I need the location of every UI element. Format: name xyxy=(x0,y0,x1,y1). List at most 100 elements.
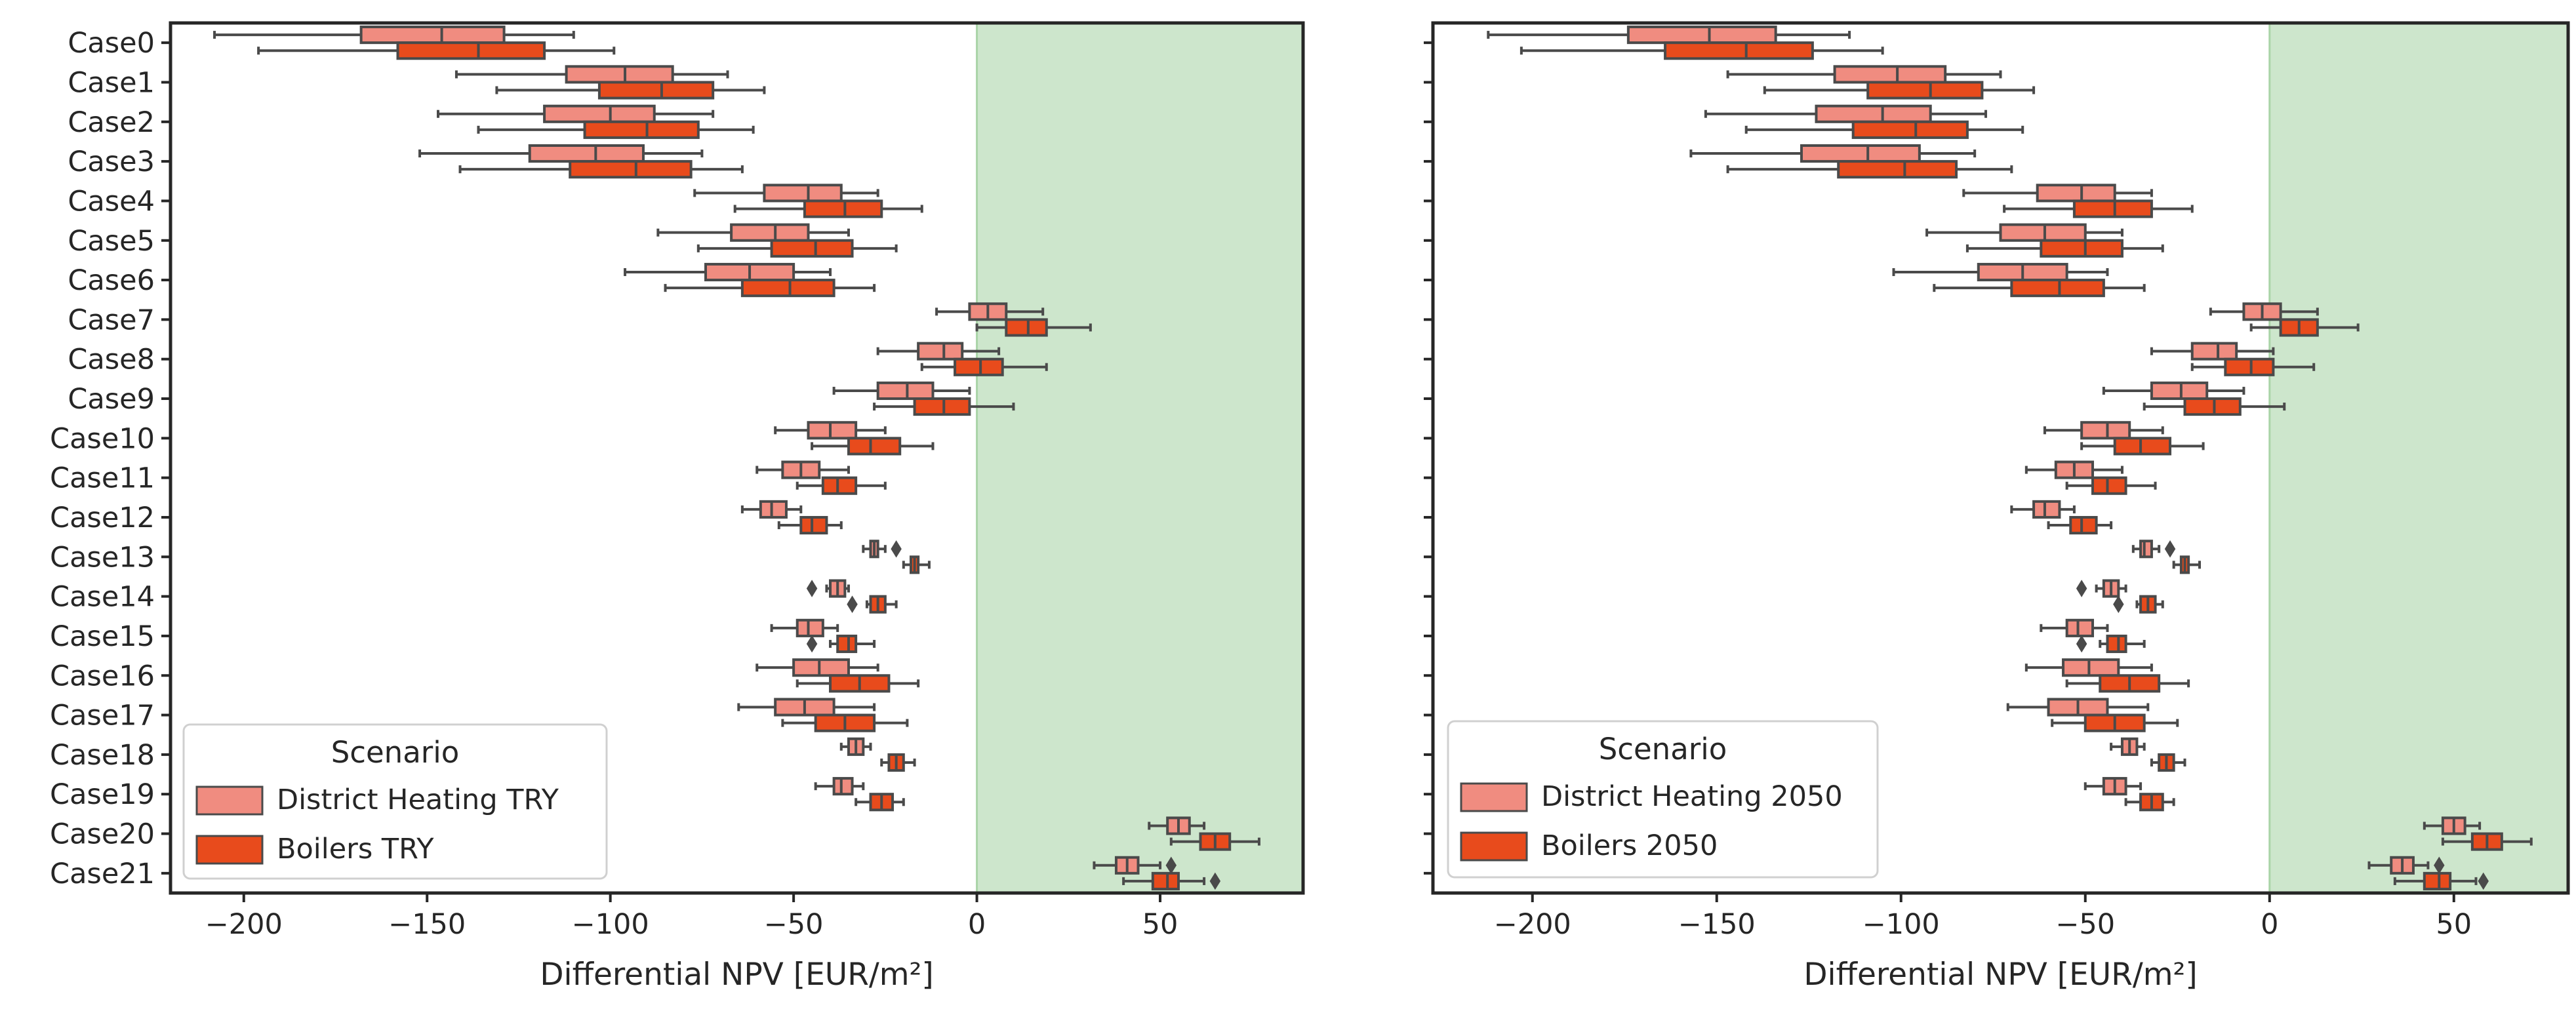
legend-title: Scenario xyxy=(331,735,460,770)
iqr-box xyxy=(917,342,964,361)
box-case11-series-1 xyxy=(795,476,887,495)
box-case14-series-0 xyxy=(806,579,850,598)
outlier-point-0 xyxy=(891,540,902,558)
series-0 xyxy=(1487,26,2482,875)
box-case15-series-0 xyxy=(770,618,839,637)
box-case21-series-0 xyxy=(2367,856,2445,875)
iqr-box xyxy=(396,41,546,60)
box-case17-series-0 xyxy=(2006,698,2150,717)
iqr-box xyxy=(2036,184,2116,203)
box-case9-series-0 xyxy=(2102,381,2245,401)
iqr-box xyxy=(954,357,1004,376)
x-tick-label: 0 xyxy=(968,908,986,941)
box-case7-series-0 xyxy=(2209,302,2319,321)
box-case3-series-0 xyxy=(1689,144,1977,163)
box-case18-series-0 xyxy=(2110,737,2146,756)
iqr-box xyxy=(876,381,935,401)
box-case8-series-0 xyxy=(876,342,1001,361)
y-tick-label: Case7 xyxy=(68,304,155,336)
x-tick-label: 0 xyxy=(2261,908,2278,941)
box-case0-series-1 xyxy=(257,41,616,60)
iqr-box xyxy=(583,120,700,139)
box-case10-series-1 xyxy=(2080,437,2205,456)
iqr-box xyxy=(759,500,788,519)
iqr-box xyxy=(2065,618,2095,637)
iqr-box xyxy=(359,26,506,45)
box-case3-series-1 xyxy=(1726,160,2013,179)
iqr-box xyxy=(1851,120,1969,139)
axes-frame xyxy=(169,21,1305,895)
legend-box xyxy=(182,723,608,880)
box-case17-series-0 xyxy=(737,698,876,717)
iqr-box xyxy=(2139,540,2153,559)
box-case19-series-0 xyxy=(814,777,865,796)
box-case19-series-1 xyxy=(2124,793,2175,812)
box-case21-series-1 xyxy=(2393,871,2489,890)
x-tick-label: −100 xyxy=(572,908,649,941)
iqr-box xyxy=(807,421,858,440)
y-tick-label: Case10 xyxy=(50,422,155,455)
box-case12-series-0 xyxy=(740,500,803,519)
iqr-box xyxy=(803,199,883,218)
x-axis-label: Differential NPV [EUR/m²] xyxy=(1803,957,2197,993)
box-case20-series-1 xyxy=(2441,832,2533,851)
series-1 xyxy=(257,41,1260,890)
box-case21-series-0 xyxy=(1093,856,1177,875)
y-tick-label: Case20 xyxy=(50,818,155,851)
iqr-box xyxy=(2224,357,2275,376)
box-case9-series-1 xyxy=(873,397,1015,416)
legend-label-0: District Heating 2050 xyxy=(1541,780,1843,813)
y-tick-label: Case1 xyxy=(68,66,155,99)
x-tick-label: −50 xyxy=(2055,908,2115,941)
box-case13-series-1 xyxy=(2172,555,2201,574)
box-case17-series-1 xyxy=(2051,713,2179,732)
iqr-box xyxy=(730,223,810,242)
axes-frame xyxy=(1431,21,2570,895)
box-case1-series-0 xyxy=(1726,65,2002,84)
box-case16-series-1 xyxy=(795,674,920,693)
iqr-box xyxy=(2423,871,2452,890)
box-case15-series-1 xyxy=(806,634,876,654)
series-1 xyxy=(1519,41,2533,890)
iqr-box xyxy=(1005,318,1048,337)
box-case15-series-0 xyxy=(2040,618,2109,637)
chart-panel-district-heating-2050: −200 −150 −100 −50 0 50 Differential NPV [EUR/… xyxy=(1424,21,2570,993)
iqr-box xyxy=(2183,397,2242,416)
outlier-point-0 xyxy=(2434,856,2445,875)
box-case18-series-0 xyxy=(839,737,872,756)
box-case14-series-0 xyxy=(2076,579,2127,598)
iqr-box xyxy=(2106,634,2127,654)
iqr-box xyxy=(1815,104,1932,123)
box-case18-series-1 xyxy=(2150,753,2186,772)
box-case7-series-1 xyxy=(975,318,1092,337)
x-tick-label: 50 xyxy=(2436,908,2472,941)
legend-box xyxy=(1447,720,1879,879)
box-case13-series-1 xyxy=(902,555,931,574)
iqr-box xyxy=(1151,871,1180,890)
box-case20-series-0 xyxy=(2423,816,2482,835)
iqr-box xyxy=(1837,160,1958,179)
y-tick-label: Case12 xyxy=(50,502,155,534)
box-case20-series-0 xyxy=(1148,816,1206,835)
box-case6-series-1 xyxy=(1933,279,2146,298)
iqr-box xyxy=(1866,81,1984,100)
box-case17-series-1 xyxy=(781,713,909,732)
iqr-box xyxy=(2010,279,2105,298)
box-case6-series-0 xyxy=(624,262,832,282)
y-tick-label: Case16 xyxy=(50,660,155,692)
x-axis-label: Differential NPV [EUR/m²] xyxy=(540,957,933,993)
positive-npv-shaded-region xyxy=(2269,23,2568,893)
box-case20-series-1 xyxy=(1169,832,1260,851)
box-case18-series-1 xyxy=(880,753,916,772)
legend: Scenario District Heating 2050 Boilers 205… xyxy=(1447,720,1879,879)
y-tick-label: Case17 xyxy=(50,700,155,732)
box-case11-series-1 xyxy=(2065,476,2157,495)
y-tick-label: Case0 xyxy=(68,27,155,60)
box-case3-series-1 xyxy=(458,160,744,179)
iqr-box xyxy=(1664,41,1814,60)
box-case0-series-0 xyxy=(213,26,575,45)
y-tick-label: Case18 xyxy=(50,739,155,772)
legend-label-1: Boilers 2050 xyxy=(1541,829,1718,862)
x-tick-label: −200 xyxy=(205,908,283,941)
y-tick-label: Case6 xyxy=(68,264,155,297)
